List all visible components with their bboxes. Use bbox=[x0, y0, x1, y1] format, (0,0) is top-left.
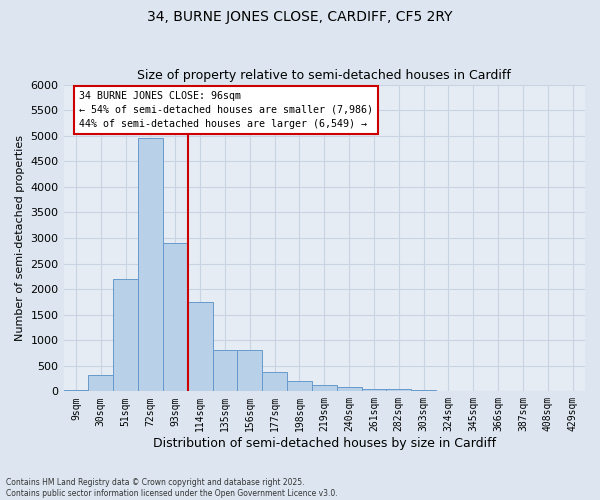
Title: Size of property relative to semi-detached houses in Cardiff: Size of property relative to semi-detach… bbox=[137, 69, 511, 82]
Bar bbox=[436, 390, 461, 392]
Bar bbox=[312, 384, 337, 392]
Bar bbox=[461, 391, 485, 392]
Bar bbox=[188, 302, 212, 392]
Bar bbox=[337, 387, 362, 392]
Bar bbox=[138, 138, 163, 392]
Bar bbox=[163, 243, 188, 392]
Bar bbox=[113, 279, 138, 392]
Y-axis label: Number of semi-detached properties: Number of semi-detached properties bbox=[15, 135, 25, 341]
Text: Contains HM Land Registry data © Crown copyright and database right 2025.
Contai: Contains HM Land Registry data © Crown c… bbox=[6, 478, 338, 498]
Bar bbox=[362, 389, 386, 392]
Text: 34, BURNE JONES CLOSE, CARDIFF, CF5 2RY: 34, BURNE JONES CLOSE, CARDIFF, CF5 2RY bbox=[147, 10, 453, 24]
Bar bbox=[64, 390, 88, 392]
Bar bbox=[212, 350, 238, 392]
Text: 34 BURNE JONES CLOSE: 96sqm
← 54% of semi-detached houses are smaller (7,986)
44: 34 BURNE JONES CLOSE: 96sqm ← 54% of sem… bbox=[79, 90, 373, 128]
X-axis label: Distribution of semi-detached houses by size in Cardiff: Distribution of semi-detached houses by … bbox=[153, 437, 496, 450]
Bar bbox=[262, 372, 287, 392]
Bar bbox=[386, 390, 411, 392]
Bar bbox=[88, 376, 113, 392]
Bar bbox=[287, 381, 312, 392]
Bar bbox=[411, 390, 436, 392]
Bar bbox=[238, 350, 262, 392]
